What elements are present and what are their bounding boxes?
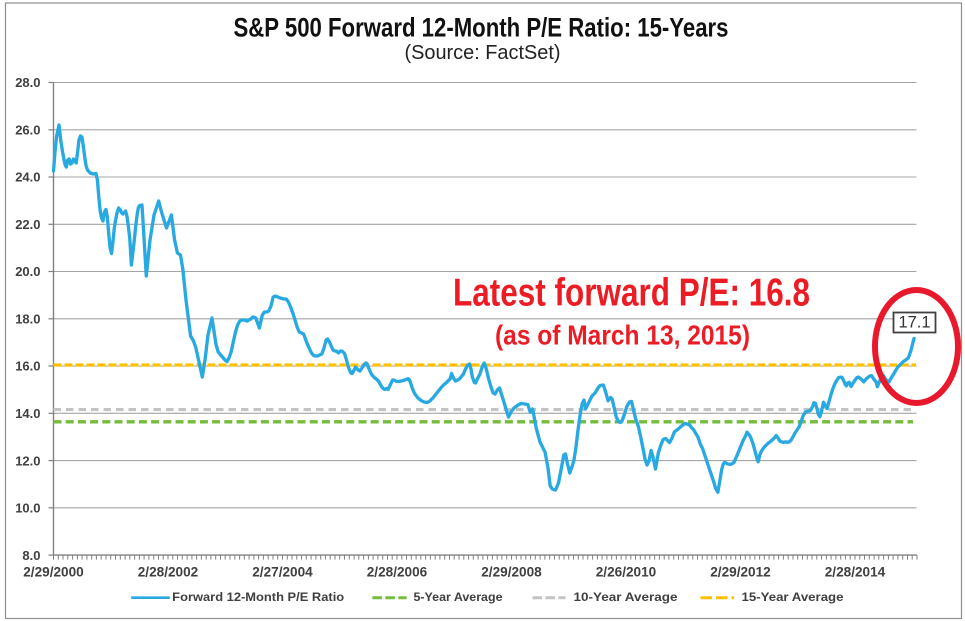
svg-text:2/28/2006: 2/28/2006 — [367, 565, 428, 580]
svg-text:12.0: 12.0 — [15, 453, 40, 468]
svg-text:14.0: 14.0 — [15, 406, 40, 421]
svg-text:2/28/2002: 2/28/2002 — [138, 565, 199, 580]
svg-text:24.0: 24.0 — [15, 170, 40, 185]
svg-text:18.0: 18.0 — [15, 312, 40, 327]
svg-text:(Source: FactSet): (Source: FactSet) — [405, 42, 561, 64]
svg-text:2/29/2012: 2/29/2012 — [710, 565, 771, 580]
svg-text:10-Year Average: 10-Year Average — [574, 590, 678, 604]
svg-text:2/29/2000: 2/29/2000 — [23, 565, 83, 580]
svg-text:(as of March 13, 2015): (as of March 13, 2015) — [495, 320, 750, 351]
svg-text:5-Year Average: 5-Year Average — [414, 590, 503, 604]
svg-text:Latest forward P/E: 16.8: Latest forward P/E: 16.8 — [453, 272, 810, 315]
svg-text:15-Year Average: 15-Year Average — [742, 590, 844, 604]
svg-text:S&P 500 Forward 12-Month P/E R: S&P 500 Forward 12-Month P/E Ratio: 15-Y… — [234, 12, 729, 42]
svg-text:22.0: 22.0 — [15, 217, 40, 232]
svg-text:10.0: 10.0 — [15, 501, 40, 516]
svg-text:26.0: 26.0 — [15, 123, 40, 138]
svg-text:Forward 12-Month P/E Ratio: Forward 12-Month P/E Ratio — [172, 590, 344, 604]
svg-text:2/28/2014: 2/28/2014 — [825, 565, 886, 580]
svg-text:16.0: 16.0 — [15, 359, 40, 374]
svg-text:20.0: 20.0 — [15, 264, 40, 279]
svg-text:2/29/2008: 2/29/2008 — [481, 565, 542, 580]
svg-text:2/27/2004: 2/27/2004 — [252, 565, 313, 580]
svg-text:2/26/2010: 2/26/2010 — [596, 565, 656, 580]
svg-text:8.0: 8.0 — [22, 548, 40, 563]
svg-text:28.0: 28.0 — [15, 75, 40, 90]
svg-text:17.1: 17.1 — [898, 313, 930, 331]
